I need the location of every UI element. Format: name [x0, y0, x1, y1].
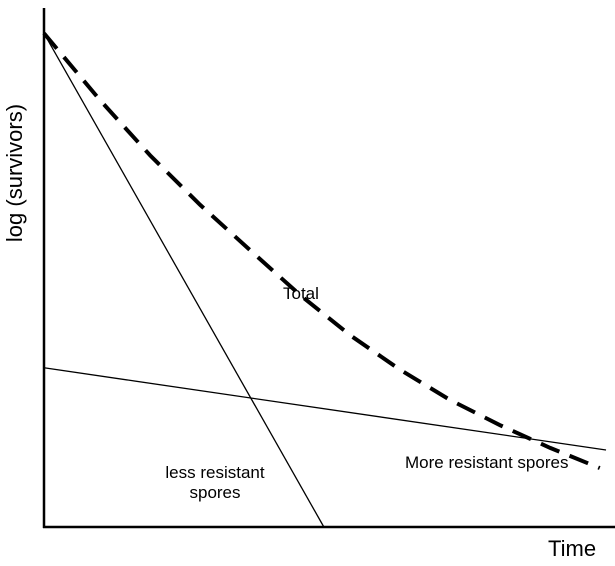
- series-line: [42, 31, 601, 470]
- series-line: [43, 367, 607, 451]
- y-axis-label: log (survivors): [2, 103, 27, 243]
- x-axis-label: Time: [548, 536, 597, 561]
- series-label: less resistant spores: [165, 463, 265, 502]
- series-label: Total: [283, 284, 319, 303]
- series-label: More resistant spores: [405, 453, 569, 472]
- series-line: [43, 32, 325, 528]
